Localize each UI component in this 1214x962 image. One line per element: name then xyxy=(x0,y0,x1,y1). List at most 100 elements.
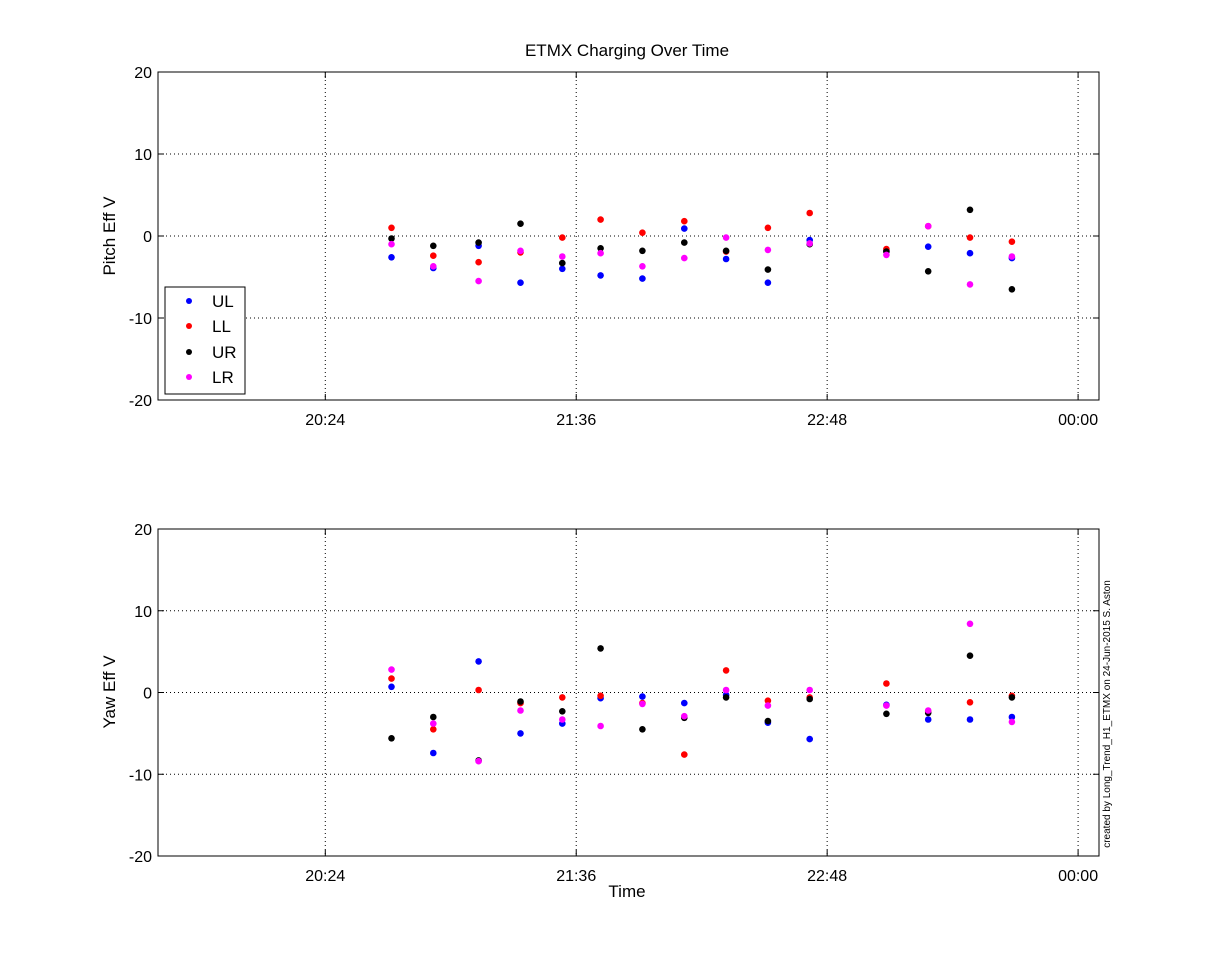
legend-label-ul: UL xyxy=(212,292,234,311)
pitch-x-tick-label: 21:36 xyxy=(556,412,596,429)
yaw-point-ur xyxy=(1008,694,1016,701)
pitch-point-lr xyxy=(475,277,482,285)
yaw-point-lr xyxy=(517,707,524,714)
pitch-point-ll xyxy=(388,224,395,232)
yaw-point-ll xyxy=(722,667,730,674)
pitch-point-lr xyxy=(1008,253,1016,260)
yaw-x-tick-label: 20:24 xyxy=(305,868,345,885)
pitch-point-ul xyxy=(559,265,566,273)
pitch-point-ur xyxy=(966,206,974,214)
yaw-point-ur xyxy=(559,708,566,715)
pitch-point-ur xyxy=(681,239,688,246)
yaw-point-lr xyxy=(764,702,772,709)
yaw-point-lr xyxy=(681,712,688,720)
pitch-point-ur xyxy=(559,259,566,267)
pitch-point-ul xyxy=(681,225,688,232)
yaw-y-tick-label: 10 xyxy=(134,604,152,621)
yaw-point-ul xyxy=(924,716,932,723)
pitch-point-ll xyxy=(681,217,688,225)
pitch-point-ul xyxy=(388,253,395,261)
yaw-point-ul xyxy=(475,658,482,665)
yaw-point-ll xyxy=(966,699,974,706)
legend-box xyxy=(164,286,246,395)
pitch-point-ll xyxy=(597,216,604,223)
pitch-point-ll xyxy=(806,209,813,217)
pitch-point-ll xyxy=(639,229,646,236)
yaw-point-lr xyxy=(430,720,437,727)
pitch-x-tick-label: 20:24 xyxy=(305,412,345,429)
pitch-point-lr xyxy=(681,254,688,262)
yaw-grid xyxy=(158,529,1099,856)
legend-marker-ul xyxy=(186,298,192,304)
yaw-point-ur xyxy=(517,698,524,705)
yaw-point-ur xyxy=(388,735,395,742)
pitch-point-ul xyxy=(722,255,730,263)
pitch-y-tick-label: -20 xyxy=(129,393,152,410)
yaw-point-ll xyxy=(388,675,395,682)
pitch-x-tick-label: 22:48 xyxy=(807,412,847,429)
pitch-point-lr xyxy=(966,281,974,288)
yaw-point-ll xyxy=(597,692,604,700)
pitch-point-ll xyxy=(430,252,437,259)
yaw-point-ul xyxy=(388,683,395,691)
pitch-points xyxy=(388,206,1016,293)
yaw-point-ur xyxy=(597,645,604,652)
legend-label-lr: LR xyxy=(212,368,234,387)
yaw-point-ll xyxy=(430,726,437,733)
pitch-point-ll xyxy=(1008,238,1016,245)
yaw-point-ul xyxy=(1008,713,1016,721)
yaw-point-lr xyxy=(1008,718,1016,726)
yaw-x-tick-label: 22:48 xyxy=(807,868,847,885)
yaw-point-ur xyxy=(883,710,890,718)
x-axis-label: Time xyxy=(608,882,645,901)
pitch-point-ll xyxy=(966,234,974,241)
yaw-point-ur xyxy=(722,694,730,701)
yaw-point-ul xyxy=(966,716,974,723)
yaw-y-axis-label: Yaw Eff V xyxy=(100,655,119,729)
pitch-ticks: 20:24 21:36 22:48 00:00 20 10 0 -10 -20 xyxy=(129,65,1099,429)
yaw-point-ur xyxy=(966,652,974,659)
yaw-point-ur xyxy=(639,726,646,733)
legend-marker-ll xyxy=(186,323,192,329)
yaw-point-lr xyxy=(388,666,395,673)
yaw-point-lr xyxy=(559,716,566,723)
legend-marker-lr xyxy=(186,374,192,380)
yaw-panel: Yaw Eff V Time 20:24 21:36 22:48 00:00 20 10 0… xyxy=(100,522,1100,901)
pitch-point-ur xyxy=(430,242,437,250)
pitch-point-ll xyxy=(559,234,566,241)
legend: UL LL UR LR xyxy=(164,286,246,395)
yaw-point-ur xyxy=(806,695,813,703)
yaw-point-ur xyxy=(764,717,772,725)
pitch-point-lr xyxy=(806,240,813,247)
yaw-y-tick-label: -20 xyxy=(129,849,152,866)
yaw-point-lr xyxy=(924,707,932,714)
yaw-points xyxy=(388,620,1016,765)
pitch-point-ur xyxy=(924,268,932,275)
pitch-point-ur xyxy=(764,266,772,273)
yaw-ticks: 20:24 21:36 22:48 00:00 20 10 0 -10 -20 xyxy=(129,522,1099,885)
pitch-x-tick-label: 00:00 xyxy=(1058,412,1098,429)
pitch-y-tick-label: -10 xyxy=(129,311,152,328)
pitch-point-ur xyxy=(597,245,604,252)
pitch-point-ur xyxy=(517,220,524,227)
pitch-point-ul xyxy=(517,279,524,287)
legend-label-ll: LL xyxy=(212,317,231,336)
yaw-point-lr xyxy=(722,686,730,694)
pitch-point-lr xyxy=(764,246,772,254)
pitch-grid xyxy=(158,72,1099,400)
pitch-point-ul xyxy=(924,243,932,250)
yaw-point-lr xyxy=(475,757,482,765)
pitch-y-tick-label: 20 xyxy=(134,65,152,82)
yaw-point-lr xyxy=(639,700,646,708)
legend-marker-ur xyxy=(186,349,192,355)
legend-label-ur: UR xyxy=(212,343,237,362)
yaw-point-lr xyxy=(597,722,604,730)
yaw-point-ul xyxy=(517,730,524,737)
pitch-point-lr xyxy=(430,263,437,270)
yaw-y-tick-label: 20 xyxy=(134,522,152,539)
yaw-point-ll xyxy=(764,697,772,704)
yaw-point-ll xyxy=(681,751,688,758)
yaw-point-lr xyxy=(883,702,890,709)
pitch-point-lr xyxy=(597,249,604,257)
